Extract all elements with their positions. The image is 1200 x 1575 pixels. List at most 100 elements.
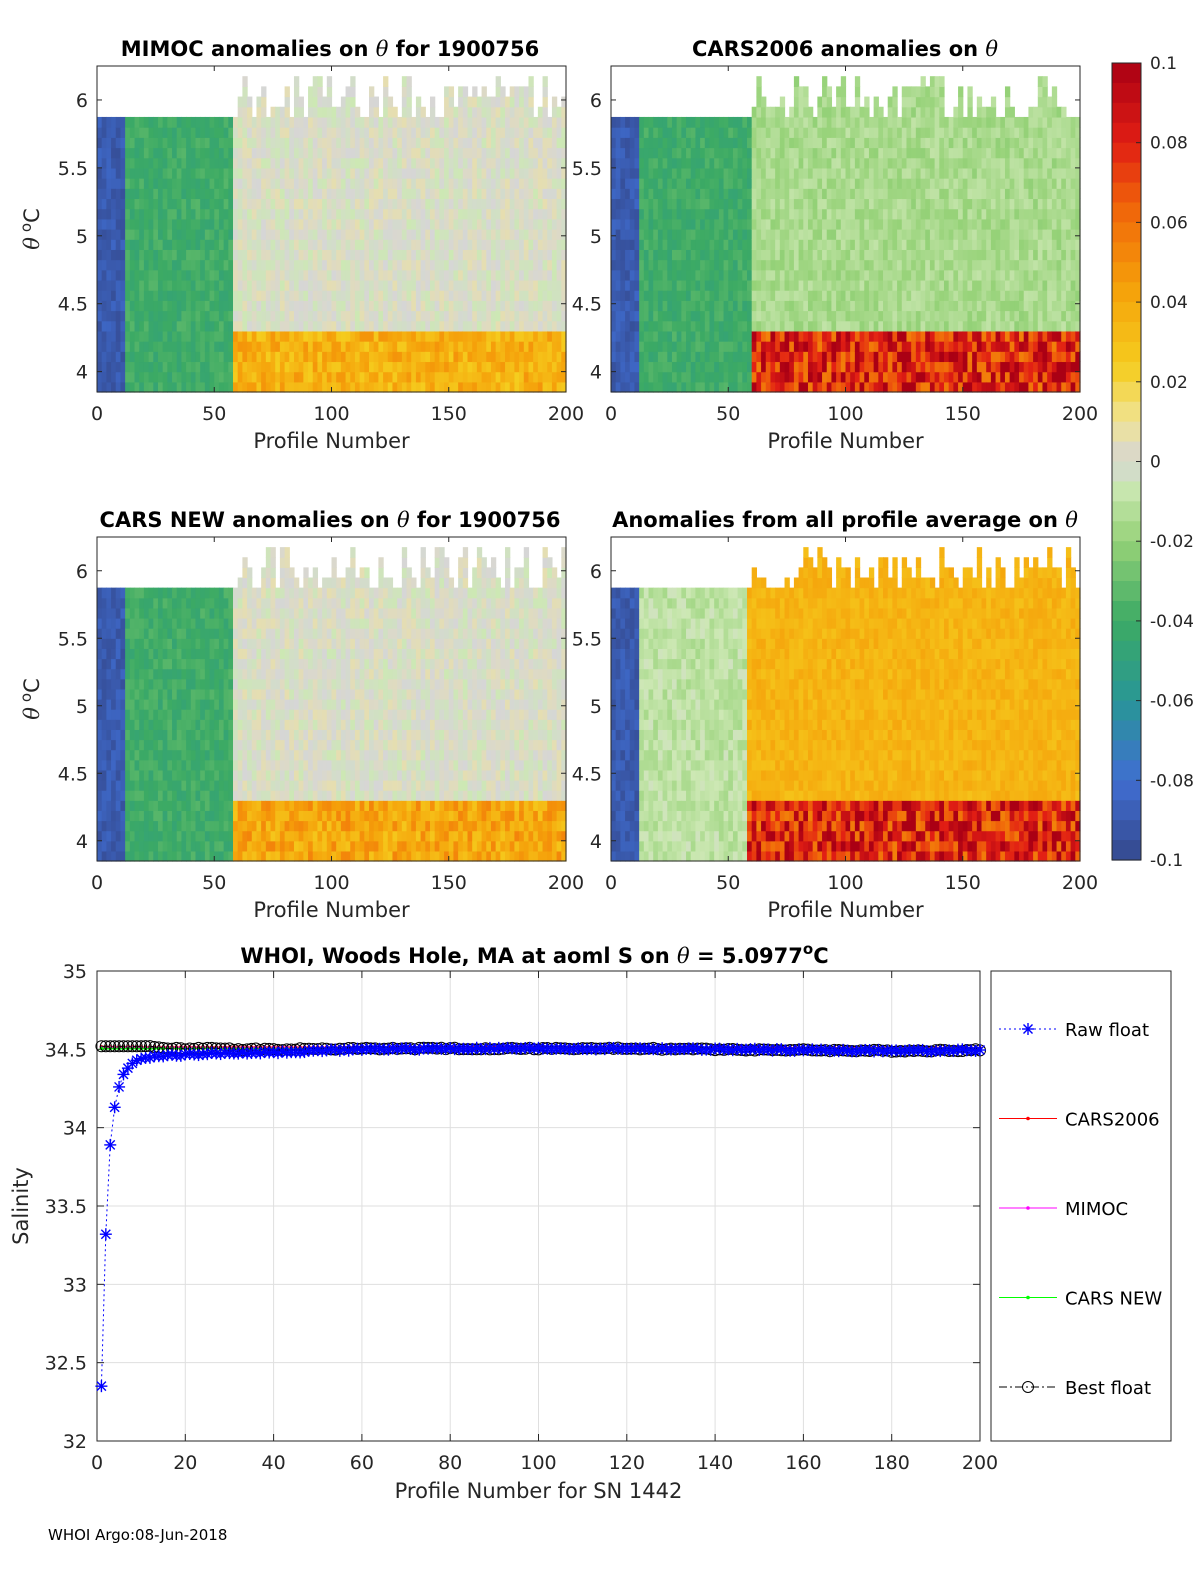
- heatmap-cell: [200, 229, 206, 240]
- heatmap-cell: [270, 351, 276, 363]
- heatmap-cell: [139, 218, 145, 230]
- heatmap-cell: [728, 157, 734, 169]
- heatmap-cell: [864, 188, 870, 200]
- heatmap-cell: [434, 300, 440, 312]
- heatmap-cell: [920, 341, 926, 352]
- heatmap-cell: [134, 279, 140, 291]
- heatmap-cell: [448, 178, 455, 189]
- heatmap-cell: [115, 239, 122, 250]
- heatmap-cell: [892, 218, 898, 230]
- heatmap-cell: [204, 137, 211, 149]
- heatmap-cell: [714, 361, 720, 373]
- heatmap-cell: [789, 106, 795, 118]
- heatmap-cell: [911, 330, 917, 342]
- heatmap-cell: [826, 106, 833, 118]
- heatmap-cell: [369, 178, 375, 189]
- heatmap-cell: [742, 279, 748, 291]
- heatmap-cell: [704, 218, 711, 230]
- heatmap-cell: [859, 361, 865, 373]
- heatmap-cell: [401, 381, 408, 393]
- heatmap-cell: [779, 269, 786, 281]
- heatmap-cell: [162, 137, 168, 149]
- heatmap-cell: [223, 300, 229, 312]
- heatmap-cell: [383, 76, 389, 87]
- heatmap-cell: [878, 361, 884, 373]
- heatmap-cell: [495, 76, 501, 87]
- heatmap-cell: [864, 96, 870, 108]
- heatmap-cell: [873, 341, 879, 352]
- heatmap-cell: [204, 127, 211, 138]
- heatmap-cell: [537, 279, 544, 291]
- heatmap-cell: [289, 351, 295, 363]
- heatmap-cell: [925, 218, 931, 230]
- heatmap-cell: [101, 300, 107, 312]
- heatmap-cell: [345, 127, 351, 138]
- heatmap-cell: [915, 198, 922, 210]
- heatmap-cell: [864, 290, 870, 301]
- heatmap-cell: [514, 157, 520, 169]
- heatmap-cell: [115, 147, 122, 159]
- heatmap-cell: [667, 127, 673, 138]
- heatmap-cell: [204, 218, 211, 230]
- heatmap-cell: [822, 96, 828, 108]
- heatmap-cell: [265, 137, 272, 149]
- heatmap-cell: [629, 290, 636, 301]
- heatmap-cell: [611, 259, 617, 271]
- heatmap-cell: [500, 127, 506, 138]
- heatmap-cell: [690, 218, 697, 230]
- heatmap-cell: [115, 229, 122, 240]
- heatmap-cell: [293, 330, 300, 342]
- x-tick-label: 100: [313, 403, 349, 425]
- heatmap-cell: [111, 371, 117, 383]
- heatmap-cell: [308, 96, 314, 108]
- heatmap-cell: [514, 310, 520, 322]
- heatmap-cell: [223, 229, 229, 240]
- heatmap-cell: [915, 341, 922, 352]
- heatmap-cell: [429, 198, 436, 210]
- heatmap-cell: [279, 341, 286, 352]
- heatmap-cell: [929, 269, 936, 281]
- heatmap-cell: [275, 198, 281, 210]
- heatmap-cell: [495, 249, 501, 261]
- heatmap-cell: [747, 381, 753, 393]
- heatmap-cell: [690, 371, 697, 383]
- heatmap-cell: [157, 229, 164, 240]
- heatmap-cell: [747, 279, 753, 291]
- heatmap-cell: [714, 310, 720, 322]
- heatmap-cell: [634, 259, 640, 271]
- heatmap-cell: [242, 198, 248, 210]
- heatmap-cell: [822, 351, 828, 363]
- heatmap-cell: [615, 351, 621, 363]
- heatmap-cell: [397, 127, 403, 138]
- heatmap-cell: [190, 167, 197, 179]
- heatmap-cell: [364, 167, 370, 179]
- heatmap-cell: [868, 269, 875, 281]
- heatmap-cell: [864, 147, 870, 159]
- heatmap-cell: [317, 371, 323, 383]
- heatmap-cell: [671, 116, 678, 128]
- heatmap-cell: [798, 127, 804, 138]
- heatmap-cell: [111, 167, 117, 179]
- heatmap-cell: [648, 341, 654, 352]
- heatmap-cell: [709, 371, 715, 383]
- heatmap-cell: [439, 341, 445, 352]
- heatmap-cell: [148, 116, 154, 128]
- heatmap-cell: [671, 269, 678, 281]
- heatmap-cell: [322, 167, 328, 179]
- heatmap-cell: [611, 137, 617, 149]
- heatmap-cell: [911, 351, 917, 363]
- heatmap-cell: [850, 229, 856, 240]
- heatmap-cell: [732, 330, 739, 342]
- heatmap-cell: [143, 279, 150, 291]
- heatmap-cell: [284, 208, 290, 220]
- heatmap-cell: [906, 218, 912, 230]
- heatmap-cell: [639, 116, 645, 128]
- heatmap-cell: [157, 290, 164, 301]
- heatmap-cell: [345, 188, 351, 200]
- heatmap-cell: [125, 167, 131, 179]
- heatmap-cell: [476, 157, 483, 169]
- heatmap-cell: [265, 330, 272, 342]
- heatmap-cell: [308, 157, 314, 169]
- heatmap-cell: [172, 157, 178, 169]
- heatmap-cell: [298, 127, 304, 138]
